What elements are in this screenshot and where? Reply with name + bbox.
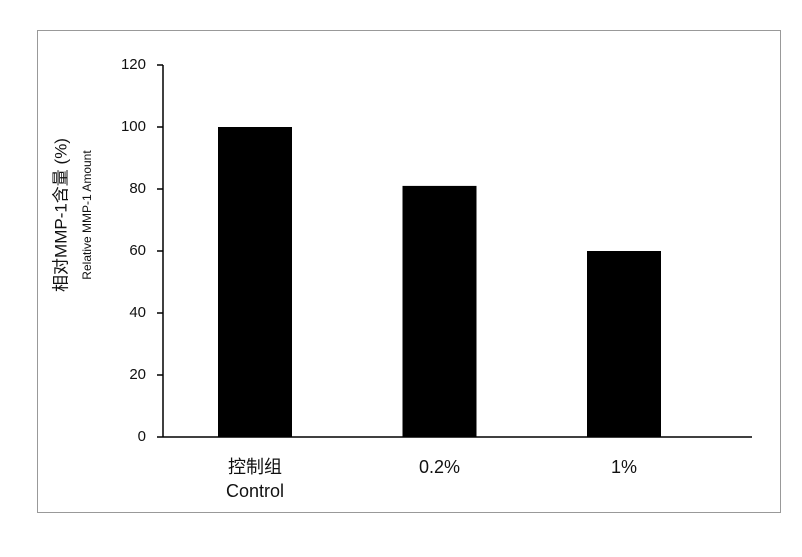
bar bbox=[218, 127, 292, 437]
y-tick-label: 80 bbox=[129, 180, 146, 197]
frame bbox=[37, 30, 781, 513]
x-tick-label: 1% bbox=[610, 457, 637, 477]
y-axis-sublabel: Relative MMP-1 Amount bbox=[80, 150, 94, 280]
y-tick-label: 40 bbox=[129, 304, 146, 321]
x-tick-label: 控制组 Control bbox=[225, 457, 285, 501]
bar bbox=[402, 185, 477, 437]
y-tick-label: 60 bbox=[129, 242, 146, 259]
y-tick-label: 20 bbox=[129, 366, 146, 383]
y-tick-label: 120 bbox=[121, 56, 146, 73]
y-tick-label: 100 bbox=[121, 118, 146, 135]
y-axis-label: 相对MMP-1含量 (%) bbox=[51, 138, 70, 292]
bar bbox=[587, 251, 661, 437]
y-tick-label: 0 bbox=[138, 428, 146, 445]
x-tick-label: 0.2% bbox=[418, 457, 461, 477]
